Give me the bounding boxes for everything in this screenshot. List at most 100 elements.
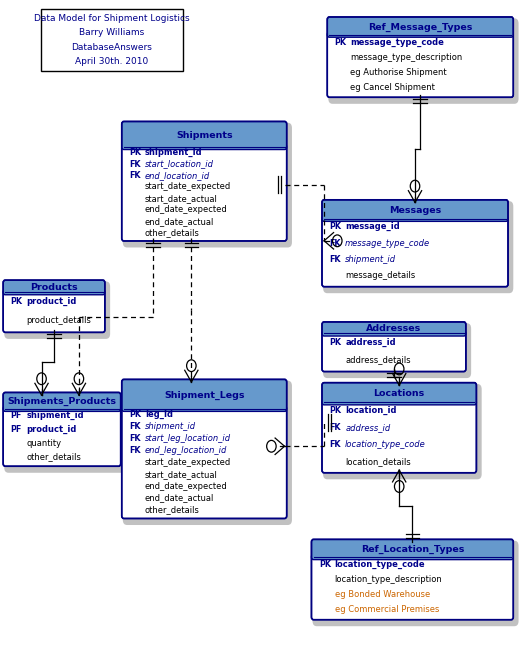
Text: eg Bonded Warehouse: eg Bonded Warehouse: [335, 590, 430, 599]
Text: FK: FK: [129, 422, 141, 431]
Text: start_date_expected: start_date_expected: [145, 182, 231, 191]
Text: product_details: product_details: [26, 316, 91, 325]
Text: Messages: Messages: [389, 206, 441, 215]
FancyBboxPatch shape: [3, 406, 121, 466]
Text: FK: FK: [329, 255, 341, 264]
Text: location_type_code: location_type_code: [345, 440, 426, 449]
Text: Addresses: Addresses: [366, 325, 422, 334]
Text: eg Commercial Premises: eg Commercial Premises: [335, 605, 439, 614]
Text: Shipments: Shipments: [176, 131, 232, 140]
FancyBboxPatch shape: [41, 9, 183, 71]
FancyBboxPatch shape: [323, 384, 482, 479]
Text: location_id: location_id: [345, 406, 397, 415]
Text: shipment_id: shipment_id: [145, 422, 196, 431]
Text: April 30th. 2010: April 30th. 2010: [75, 57, 149, 66]
FancyBboxPatch shape: [123, 123, 292, 247]
FancyBboxPatch shape: [122, 121, 287, 150]
Text: PK: PK: [11, 297, 23, 306]
FancyBboxPatch shape: [322, 331, 466, 372]
Text: message_type_description: message_type_description: [350, 53, 463, 61]
Text: end_date_expected: end_date_expected: [145, 482, 228, 490]
FancyBboxPatch shape: [323, 201, 513, 293]
FancyBboxPatch shape: [3, 289, 105, 332]
Text: Shipments_Products: Shipments_Products: [7, 398, 116, 406]
Text: shipment_id: shipment_id: [345, 255, 396, 264]
Text: message_details: message_details: [345, 272, 415, 280]
FancyBboxPatch shape: [327, 17, 513, 37]
Text: Locations: Locations: [374, 389, 425, 398]
FancyBboxPatch shape: [327, 32, 513, 97]
FancyBboxPatch shape: [311, 554, 513, 620]
Text: Shipment_Legs: Shipment_Legs: [164, 391, 245, 400]
Text: end_date_actual: end_date_actual: [145, 217, 214, 226]
Text: message_type_code: message_type_code: [345, 239, 431, 247]
Text: Data Model for Shipment Logistics: Data Model for Shipment Logistics: [34, 14, 190, 23]
Text: Products: Products: [30, 283, 78, 292]
Text: Ref_Message_Types: Ref_Message_Types: [368, 23, 473, 31]
Text: FK: FK: [329, 440, 341, 449]
FancyBboxPatch shape: [323, 323, 471, 378]
Text: message_id: message_id: [345, 223, 400, 231]
Text: PK: PK: [129, 410, 141, 419]
Text: PK: PK: [335, 38, 347, 46]
Text: other_details: other_details: [145, 505, 200, 515]
FancyBboxPatch shape: [123, 381, 292, 525]
Text: end_date_actual: end_date_actual: [145, 494, 214, 503]
Text: start_location_id: start_location_id: [145, 159, 214, 168]
FancyBboxPatch shape: [4, 281, 110, 339]
FancyBboxPatch shape: [122, 406, 287, 518]
Text: location_type_description: location_type_description: [335, 575, 442, 584]
FancyBboxPatch shape: [322, 400, 476, 473]
FancyBboxPatch shape: [3, 392, 121, 411]
Text: FK: FK: [329, 239, 341, 247]
Text: end_location_id: end_location_id: [145, 171, 210, 180]
Text: FK: FK: [329, 423, 341, 432]
Text: FK: FK: [129, 171, 141, 180]
Text: shipment_id: shipment_id: [145, 148, 202, 157]
Text: DatabaseAnswers: DatabaseAnswers: [72, 42, 152, 52]
Text: address_id: address_id: [345, 423, 391, 432]
Text: end_leg_location_id: end_leg_location_id: [145, 446, 227, 455]
Text: address_details: address_details: [345, 356, 411, 364]
Text: quantity: quantity: [26, 439, 62, 447]
FancyBboxPatch shape: [122, 144, 287, 241]
Text: eg Cancel Shipment: eg Cancel Shipment: [350, 83, 435, 91]
Text: start_date_expected: start_date_expected: [145, 458, 231, 467]
Text: FK: FK: [129, 446, 141, 455]
Text: eg Authorise Shipment: eg Authorise Shipment: [350, 68, 447, 76]
Text: location_type_code: location_type_code: [335, 560, 425, 569]
FancyBboxPatch shape: [328, 18, 519, 104]
Text: shipment_id: shipment_id: [26, 411, 84, 420]
FancyBboxPatch shape: [322, 383, 476, 405]
Text: address_id: address_id: [345, 338, 396, 347]
Text: PF: PF: [11, 425, 22, 434]
Text: location_details: location_details: [345, 457, 411, 466]
FancyBboxPatch shape: [322, 216, 508, 287]
FancyBboxPatch shape: [4, 394, 126, 473]
Text: product_id: product_id: [26, 297, 77, 306]
Text: start_date_actual: start_date_actual: [145, 194, 218, 203]
Text: start_leg_location_id: start_leg_location_id: [145, 434, 231, 443]
Text: PF: PF: [11, 411, 22, 420]
Text: PK: PK: [329, 223, 341, 231]
Text: Ref_Location_Types: Ref_Location_Types: [360, 545, 464, 554]
Text: Barry Williams: Barry Williams: [80, 28, 144, 37]
Text: end_date_expected: end_date_expected: [145, 205, 228, 214]
FancyBboxPatch shape: [322, 200, 508, 221]
Text: start_date_actual: start_date_actual: [145, 470, 218, 479]
Text: product_id: product_id: [26, 425, 77, 434]
Text: message_type_code: message_type_code: [350, 38, 444, 46]
Text: PK: PK: [129, 148, 141, 157]
FancyBboxPatch shape: [122, 379, 287, 411]
Text: other_details: other_details: [26, 453, 81, 461]
Text: FK: FK: [129, 159, 141, 168]
Text: other_details: other_details: [145, 228, 200, 237]
Text: leg_id: leg_id: [145, 410, 173, 419]
Text: PK: PK: [329, 338, 341, 347]
Text: PK: PK: [319, 560, 331, 569]
FancyBboxPatch shape: [3, 280, 105, 295]
Text: FK: FK: [129, 434, 141, 443]
FancyBboxPatch shape: [311, 539, 513, 560]
Text: PK: PK: [329, 406, 341, 415]
FancyBboxPatch shape: [313, 541, 519, 626]
